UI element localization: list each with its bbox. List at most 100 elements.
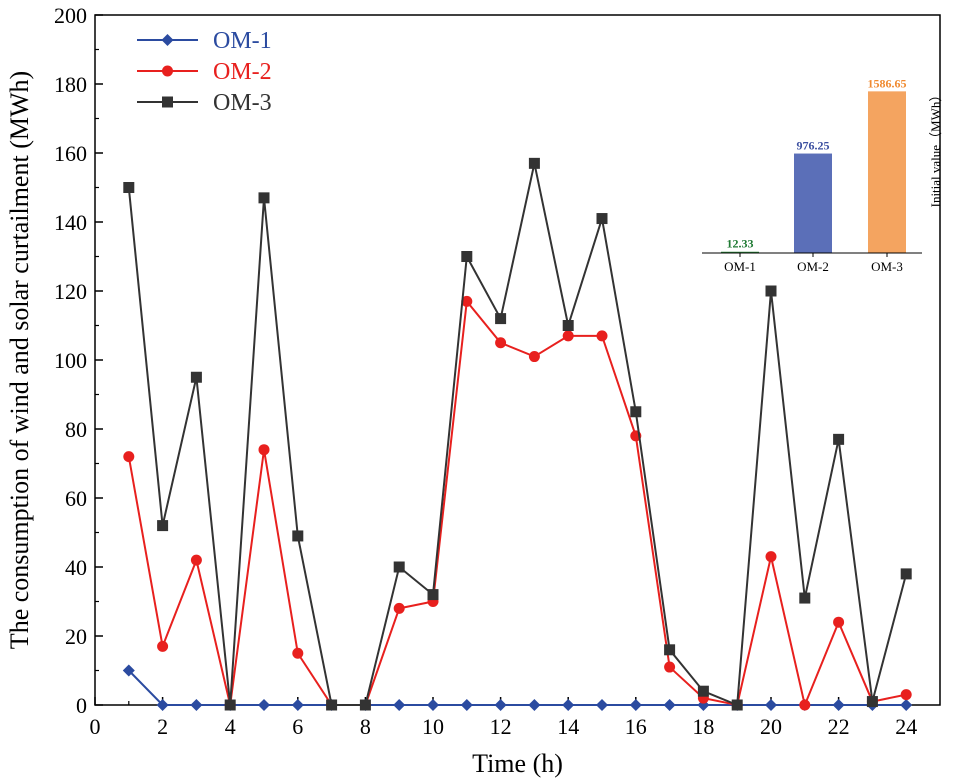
data-point-om-3 bbox=[326, 699, 338, 711]
x-tick-label: 4 bbox=[225, 714, 236, 739]
series-om-3 bbox=[123, 157, 912, 711]
x-tick-label: 20 bbox=[760, 714, 782, 739]
data-point-om-1 bbox=[765, 699, 777, 711]
series-om-2 bbox=[123, 295, 912, 711]
data-point-om-2 bbox=[190, 554, 202, 566]
data-point-om-3 bbox=[359, 699, 371, 711]
data-point-om-1 bbox=[832, 699, 845, 711]
x-tick-label: 12 bbox=[490, 714, 512, 739]
data-point-om-3 bbox=[427, 589, 439, 601]
y-tick-label: 100 bbox=[54, 348, 87, 373]
inset-y-axis-label: Initial value（MWh） bbox=[928, 89, 943, 208]
data-point-om-2 bbox=[495, 337, 507, 349]
data-point-om-3 bbox=[630, 406, 642, 418]
legend-label: OM-3 bbox=[213, 90, 272, 116]
data-point-om-3 bbox=[697, 685, 709, 697]
x-axis-label: Time (h) bbox=[472, 749, 563, 778]
data-point-om-1 bbox=[629, 699, 642, 711]
data-point-om-2 bbox=[258, 444, 270, 456]
data-point-om-3 bbox=[562, 320, 574, 331]
data-point-om-1 bbox=[596, 699, 608, 711]
data-point-om-3 bbox=[157, 520, 169, 532]
plot-frame bbox=[94, 14, 941, 706]
data-point-om-3 bbox=[292, 530, 304, 542]
x-tick-label: 8 bbox=[360, 714, 371, 739]
data-point-om-1 bbox=[190, 699, 203, 711]
series-layer bbox=[122, 157, 913, 711]
data-point-om-3 bbox=[664, 644, 676, 656]
data-point-om-1 bbox=[528, 699, 541, 711]
inset-value-label: 1586.65 bbox=[868, 76, 907, 90]
data-point-om-2 bbox=[799, 699, 811, 711]
y-axis-label: The consumption of wind and solar curtai… bbox=[5, 71, 34, 649]
data-point-om-1 bbox=[258, 699, 270, 711]
data-point-om-2 bbox=[833, 616, 845, 628]
data-point-om-2 bbox=[123, 451, 135, 463]
data-point-om-2 bbox=[461, 295, 473, 307]
x-tick-label: 22 bbox=[828, 714, 850, 739]
x-tick-label: 18 bbox=[692, 714, 714, 739]
data-point-om-2 bbox=[765, 551, 777, 563]
data-point-om-2 bbox=[562, 330, 574, 342]
legend-label: OM-1 bbox=[213, 28, 272, 54]
y-tick-label: 60 bbox=[65, 486, 87, 511]
y-tick-label: 200 bbox=[54, 3, 87, 28]
data-point-om-2 bbox=[157, 640, 169, 652]
y-axis: 0 20 40 60 80 100 120 140 160 180 200 bbox=[54, 3, 103, 718]
x-tick-label: 6 bbox=[292, 714, 303, 739]
data-point-om-3 bbox=[731, 699, 743, 711]
x-tick-label: 16 bbox=[625, 714, 647, 739]
inset-x-tick-label: OM-1 bbox=[724, 259, 756, 274]
data-point-om-1 bbox=[427, 699, 439, 711]
legend-marker bbox=[161, 34, 174, 46]
data-point-om-3 bbox=[123, 182, 135, 193]
y-tick-label: 120 bbox=[54, 279, 87, 304]
legend-item-om-1: OM-1 bbox=[137, 28, 272, 54]
series-line-om-1 bbox=[128, 669, 907, 706]
data-point-om-1 bbox=[900, 699, 913, 711]
data-point-om-3 bbox=[190, 371, 202, 383]
data-point-om-2 bbox=[292, 647, 304, 659]
data-point-om-3 bbox=[866, 696, 878, 708]
inset-bar-om-2 bbox=[794, 153, 832, 253]
y-tick-label: 0 bbox=[76, 693, 87, 718]
x-tick-label: 10 bbox=[422, 714, 444, 739]
data-point-om-2 bbox=[900, 689, 912, 701]
y-tick-label: 80 bbox=[65, 417, 87, 442]
data-point-om-2 bbox=[393, 602, 405, 614]
data-point-om-3 bbox=[528, 157, 540, 169]
series-line-om-3 bbox=[127, 163, 908, 707]
x-tick-label: 24 bbox=[895, 714, 917, 739]
data-point-om-1 bbox=[460, 699, 473, 711]
inset-x-tick-label: OM-3 bbox=[871, 259, 903, 274]
data-point-om-1 bbox=[663, 699, 676, 711]
x-tick-label: 2 bbox=[157, 714, 168, 739]
series-om-1 bbox=[122, 664, 913, 711]
data-point-om-3 bbox=[495, 313, 507, 325]
data-point-om-1 bbox=[393, 699, 406, 711]
data-point-om-3 bbox=[765, 285, 777, 297]
data-point-om-2 bbox=[596, 330, 608, 342]
data-point-om-3 bbox=[461, 251, 473, 262]
inset-value-label: 976.25 bbox=[797, 139, 830, 153]
data-point-om-2 bbox=[664, 661, 676, 673]
y-tick-label: 140 bbox=[54, 210, 87, 235]
y-tick-label: 20 bbox=[65, 624, 87, 649]
legend: OM-1 OM-2 OM-3 bbox=[137, 28, 272, 116]
x-tick-label: 14 bbox=[557, 714, 579, 739]
data-point-om-1 bbox=[291, 699, 304, 711]
data-point-om-3 bbox=[596, 213, 608, 225]
data-point-om-3 bbox=[393, 561, 405, 573]
inset-bar-om-3 bbox=[868, 91, 906, 253]
legend-item-om-2: OM-2 bbox=[137, 59, 272, 85]
y-tick-label: 40 bbox=[65, 555, 87, 580]
inset-value-label: 12.33 bbox=[727, 237, 754, 251]
legend-item-om-3: OM-3 bbox=[137, 90, 272, 116]
x-tick-label: 0 bbox=[90, 714, 101, 739]
inset-x-tick-label: OM-2 bbox=[797, 259, 829, 274]
inset-bar-chart: 12.33 976.25 1586.65 OM-1 OM-2 OM-3 Initial … bbox=[702, 76, 943, 274]
legend-label: OM-2 bbox=[213, 59, 272, 85]
legend-marker bbox=[162, 65, 173, 77]
